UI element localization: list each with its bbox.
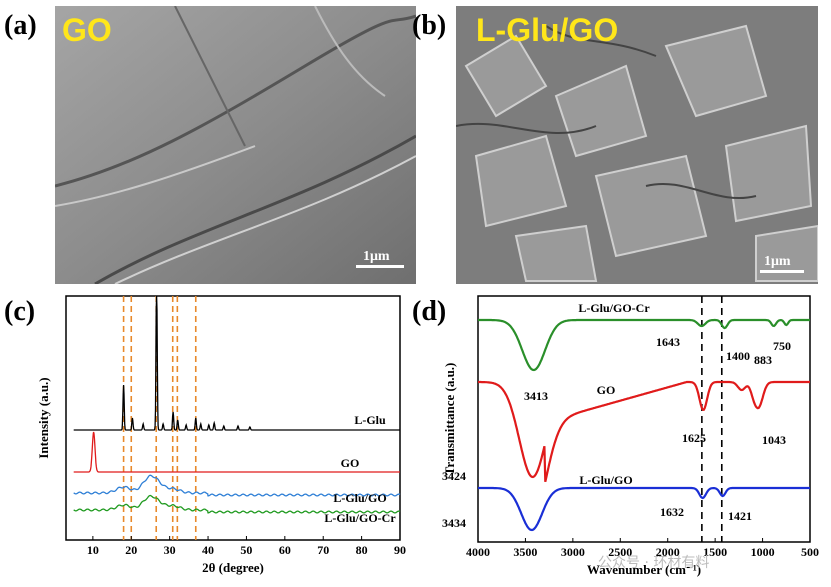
x-tick-label: 40: [202, 543, 214, 557]
x-tick-label: 70: [317, 543, 329, 557]
x-tick-label: 2500: [608, 545, 632, 559]
sem-lglu-go-texture: [456, 6, 818, 284]
x-tick-label: 500: [801, 545, 819, 559]
series-line-L-Glu/GO-Cr: [73, 494, 401, 514]
x-tick-label: 4000: [466, 545, 490, 559]
x-tick-label: 90: [394, 543, 406, 557]
xrd-chart: L-Glu GO L-Glu/GO L-Glu/GO-Cr 10 20 30 40 50 60 70…: [36, 295, 406, 575]
series-label: GO: [597, 383, 616, 397]
watermark-text: 公众号 · 环材有料: [598, 555, 710, 571]
series-line-GO: [73, 431, 400, 473]
series-label: L-Glu/GO-Cr: [578, 301, 650, 315]
x-tick-label: 2000: [656, 545, 680, 559]
band-annotation: 1043: [762, 433, 786, 447]
band-annotation: 1421: [728, 509, 752, 523]
x-tick-label: 30: [164, 543, 176, 557]
x-axis-title: 2θ (degree): [202, 560, 264, 575]
sem-lglu-go-tag: L-Glu/GO: [476, 12, 619, 48]
band-annotation: 1400: [726, 349, 750, 363]
plot-frame: [65, 295, 401, 541]
y-axis-title: Intensity (a.u.): [36, 377, 51, 458]
band-annotation: 3413: [524, 389, 548, 403]
series-line-L-Glu: [73, 295, 400, 431]
panel-d-label: (d): [412, 296, 447, 327]
x-tick-label: 10: [87, 543, 99, 557]
band-annotation: 883: [754, 353, 772, 367]
sem-go-texture: [55, 6, 416, 284]
series-line-L-Glu/GO: [73, 474, 401, 497]
scale-bar-a: [356, 265, 404, 268]
series-label: GO: [341, 456, 360, 470]
series-label: L-Glu/GO: [579, 473, 632, 487]
sem-image-lglu-go: [456, 6, 818, 284]
x-tick-label: 20: [125, 543, 137, 557]
series-line-L-Glu/GO-Cr: [478, 318, 810, 372]
x-tick-label: 1000: [751, 545, 775, 559]
series-label: L-Glu/GO-Cr: [324, 511, 396, 525]
y-axis-title: Transmittance (a.u.): [442, 363, 457, 476]
sem-image-go: [55, 6, 416, 284]
panel-c-label: (c): [4, 296, 36, 327]
scale-label-b: 1μm: [764, 254, 791, 269]
band-annotation: 3434: [442, 516, 466, 530]
x-tick-label: 3500: [513, 545, 537, 559]
band-annotation: 3424: [442, 469, 466, 483]
sem-go-tag: GO: [62, 12, 112, 48]
band-annotation: 1632: [660, 505, 684, 519]
series-label: L-Glu: [354, 413, 386, 427]
x-tick-label: 50: [240, 543, 252, 557]
plot-frame: [477, 295, 811, 543]
band-annotation: 1625: [682, 431, 706, 445]
panel-a-label: (a): [4, 10, 37, 41]
x-tick-label: 80: [356, 543, 368, 557]
x-tick-label: 1500: [703, 545, 727, 559]
scale-label-a: 1μm: [363, 249, 390, 264]
series-line-L-Glu/GO: [478, 486, 810, 532]
band-annotation: 1643: [656, 335, 680, 349]
panel-b-label: (b): [412, 10, 447, 41]
x-tick-label: 60: [279, 543, 291, 557]
x-axis-title: Wavenumber (cm⁻¹): [587, 562, 701, 577]
series-label: L-Glu/GO: [333, 491, 386, 505]
band-annotation: 750: [773, 339, 791, 353]
x-tick-label: 3000: [561, 545, 585, 559]
scale-bar-b: [760, 270, 804, 273]
series-line-GO: [478, 380, 810, 483]
